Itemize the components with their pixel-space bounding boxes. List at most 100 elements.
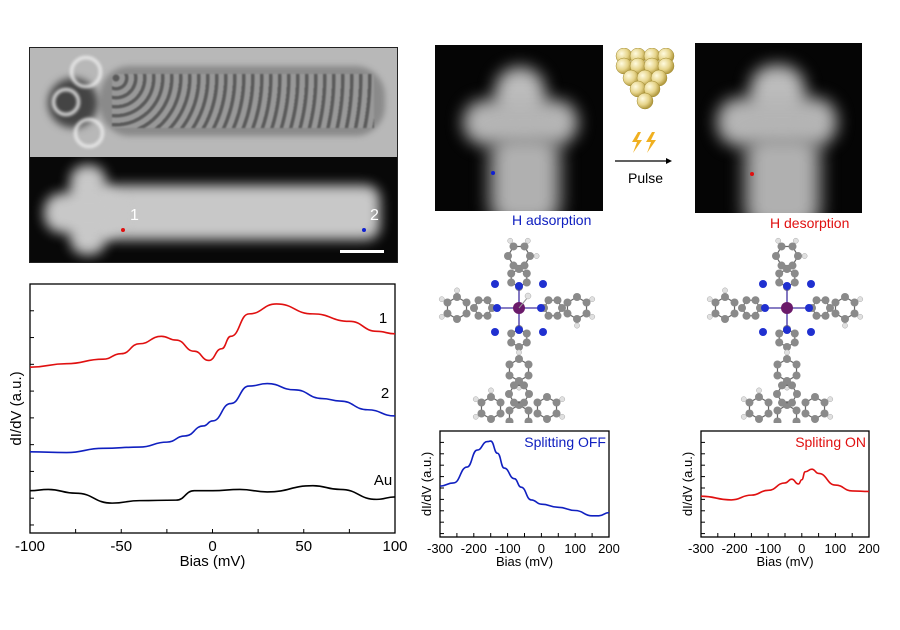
carbon-atom <box>533 409 542 418</box>
carbon-atom <box>522 338 531 347</box>
carbon-atom <box>792 371 801 380</box>
y-axis-label: dI/dV (a.u.) <box>8 371 25 445</box>
carbon-atom <box>552 398 561 407</box>
nitrogen-atom <box>491 280 499 288</box>
hydrogen-atom <box>589 313 596 320</box>
carbon-atom <box>515 343 523 351</box>
hydrogen-atom <box>740 396 747 403</box>
point-marker-red <box>750 172 754 176</box>
carbon-atom <box>582 298 591 307</box>
carbon-atom <box>772 252 780 260</box>
carbon-atom <box>790 329 799 338</box>
point-marker-1 <box>121 228 125 232</box>
carbon-atom <box>790 338 799 347</box>
x-tick-label: -300 <box>427 541 453 556</box>
hydrogen-atom <box>438 296 445 303</box>
carbon-atom <box>751 296 760 305</box>
carbon-atom <box>826 304 834 312</box>
carbon-atom <box>831 309 840 318</box>
carbon-atom <box>812 311 821 320</box>
carbon-atom <box>543 415 551 423</box>
hydrogen-atom <box>792 237 799 244</box>
hydrogen-atom <box>706 313 713 320</box>
carbon-atom <box>711 298 720 307</box>
hydrogen-atom <box>516 349 522 356</box>
scale-bar <box>340 250 384 253</box>
nitrogen-atom <box>537 304 545 312</box>
carbon-atom <box>721 293 729 301</box>
nitrogen-atom <box>539 280 547 288</box>
point-label-1: 1 <box>130 207 139 224</box>
nitrogen-atom <box>783 326 791 334</box>
carbon-atom <box>778 381 786 390</box>
carbon-atom <box>755 393 763 401</box>
carbon-atom <box>773 417 782 423</box>
hydrogen-atom <box>857 296 864 303</box>
carbon-atom <box>788 398 796 407</box>
carbon-atom <box>792 417 801 423</box>
carbon-atom <box>453 315 461 323</box>
stm-tip-icon <box>615 48 675 164</box>
hydrogen-atom <box>857 313 864 320</box>
carbon-atom <box>573 293 581 301</box>
hydrogen-atom <box>559 413 566 420</box>
point-label-2: 2 <box>370 207 379 224</box>
series-line-0 <box>700 468 870 501</box>
carbon-atom <box>792 406 801 415</box>
hydrogen-atom <box>438 313 445 320</box>
carbon-atom <box>543 393 551 401</box>
carbon-atom <box>496 409 505 418</box>
carbon-atom <box>524 371 533 380</box>
carbon-atom <box>751 311 760 320</box>
carbon-atom <box>801 409 810 418</box>
series-label: Au <box>374 472 392 489</box>
plot-frame <box>29 283 396 534</box>
nitrogen-atom <box>807 280 815 288</box>
carbon-atom <box>520 242 529 251</box>
x-tick-label: -100 <box>755 541 781 556</box>
carbon-atom <box>794 252 802 260</box>
lightning-icon <box>632 132 642 153</box>
carbon-atom <box>526 252 534 260</box>
carbon-atom <box>790 269 799 278</box>
pulse-label: Pulse <box>628 170 664 186</box>
x-axis-label: Bias (mV) <box>180 553 246 570</box>
metal-atom <box>781 302 793 314</box>
carbon-atom <box>775 278 784 287</box>
carbon-atom <box>522 329 531 338</box>
hydrogen-atom <box>722 287 728 294</box>
hydrogen-atom <box>574 322 580 329</box>
x-tick-label: 0 <box>538 541 545 556</box>
x-tick-label: 0 <box>208 538 216 555</box>
carbon-atom <box>510 398 518 407</box>
carbon-atom <box>522 269 531 278</box>
carbon-atom <box>553 296 562 305</box>
hydrogen-atom <box>533 253 540 259</box>
x-axis-label: Bias (mV) <box>496 554 553 569</box>
carbon-atom <box>721 315 729 323</box>
carbon-atom <box>812 296 821 305</box>
carbon-atom <box>524 406 533 415</box>
carbon-atom <box>474 311 483 320</box>
carbon-atom <box>507 329 516 338</box>
hydrogen-atom <box>454 287 460 294</box>
carbon-atom <box>520 381 528 390</box>
carbon-atom <box>788 381 796 390</box>
carbon-atom <box>711 309 720 318</box>
carbon-atom <box>505 360 514 369</box>
hydrogen-atom <box>827 413 834 420</box>
carbon-atom <box>777 242 786 251</box>
carbon-atom <box>773 371 782 380</box>
carbon-atom <box>738 304 746 312</box>
carbon-atom <box>553 311 562 320</box>
carbon-atom <box>520 398 528 407</box>
carbon-atom <box>792 360 801 369</box>
series-line-1 <box>29 303 396 368</box>
carbon-atom <box>462 309 471 318</box>
hydrogen-atom <box>507 237 514 244</box>
carbon-atom <box>509 242 518 251</box>
carbon-atom <box>742 296 751 305</box>
caption-h-adsorption: H adsorption <box>512 212 592 228</box>
carbon-atom <box>821 311 830 320</box>
